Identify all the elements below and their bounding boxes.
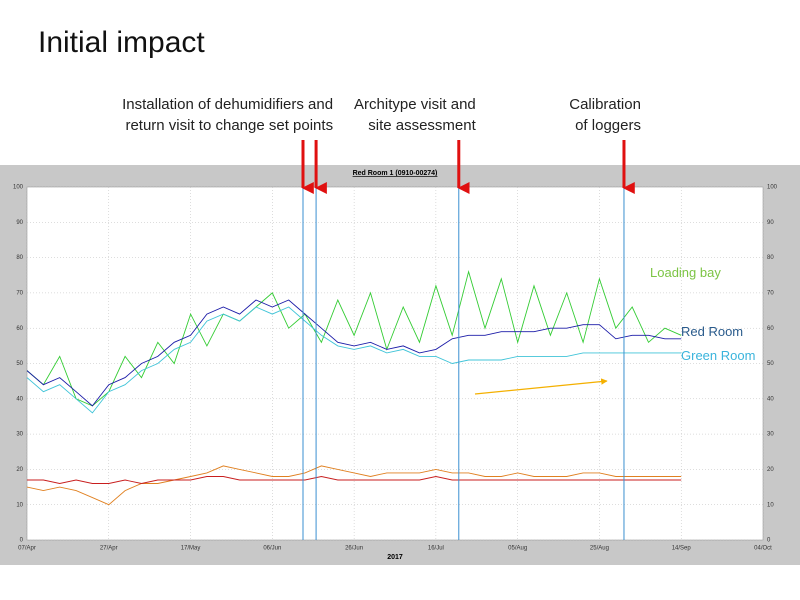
event-annotation: Architype visit and (354, 96, 476, 113)
x-tick-label: 27/Apr (100, 546, 118, 552)
y-tick-label: 60 (16, 326, 23, 332)
y-tick-label: 30 (16, 432, 23, 438)
x-tick-label: 06/Jun (263, 546, 281, 552)
plot-area (26, 186, 764, 541)
series-line (26, 465, 682, 506)
y-tick-label: 40 (16, 396, 23, 402)
series-line (27, 476, 682, 484)
x-tick-label: 04/Oct (754, 546, 772, 552)
series-line (26, 306, 682, 414)
x-tick-label: 25/Aug (590, 546, 609, 552)
event-annotation: return visit to change set points (125, 117, 333, 134)
y2-tick-label: 0 (767, 538, 771, 544)
y2-tick-label: 80 (767, 255, 774, 261)
trend-arrow (474, 378, 608, 395)
y2-tick-label: 40 (767, 396, 774, 402)
event-annotation: Installation of dehumidifiers and (122, 96, 333, 113)
y2-tick-label: 100 (767, 185, 778, 191)
x-tick-label: 14/Sep (672, 546, 692, 552)
series-label: Red Room (681, 324, 743, 339)
y2-tick-label: 60 (767, 326, 774, 332)
y-tick-label: 90 (16, 220, 23, 226)
x-tick-label: 16/Jul (428, 546, 444, 552)
y2-tick-label: 10 (767, 502, 774, 508)
y2-tick-label: 30 (767, 432, 774, 438)
x-tick-label: 07/Apr (18, 546, 36, 552)
y-tick-label: 70 (16, 290, 23, 296)
event-annotation: Calibration (569, 96, 641, 113)
y2-tick-label: 50 (767, 361, 774, 367)
y-tick-label: 50 (16, 361, 23, 367)
series-line (26, 299, 682, 407)
x-tick-label: 05/Aug (508, 546, 527, 552)
slide-title: Initial impact (38, 26, 205, 59)
y-tick-label: 10 (16, 502, 23, 508)
series-label: Loading bay (650, 265, 721, 280)
event-annotation: site assessment (368, 117, 476, 134)
x-tick-label: 26/Jun (345, 546, 363, 552)
y-tick-label: 0 (20, 538, 24, 544)
y-tick-label: 20 (16, 467, 23, 473)
y2-tick-label: 20 (767, 467, 774, 473)
series-line (26, 269, 682, 407)
y-tick-label: 80 (16, 255, 23, 261)
y-tick-label: 100 (13, 185, 24, 191)
series-label: Green Room (681, 348, 755, 363)
x-tick-label: 17/May (181, 546, 201, 552)
y2-tick-label: 90 (767, 220, 774, 226)
chart-title: Red Room 1 (0910-00274) (353, 170, 438, 177)
x-axis-label: 2017 (387, 554, 403, 561)
y2-tick-label: 70 (767, 290, 774, 296)
event-annotation: of loggers (575, 117, 641, 134)
